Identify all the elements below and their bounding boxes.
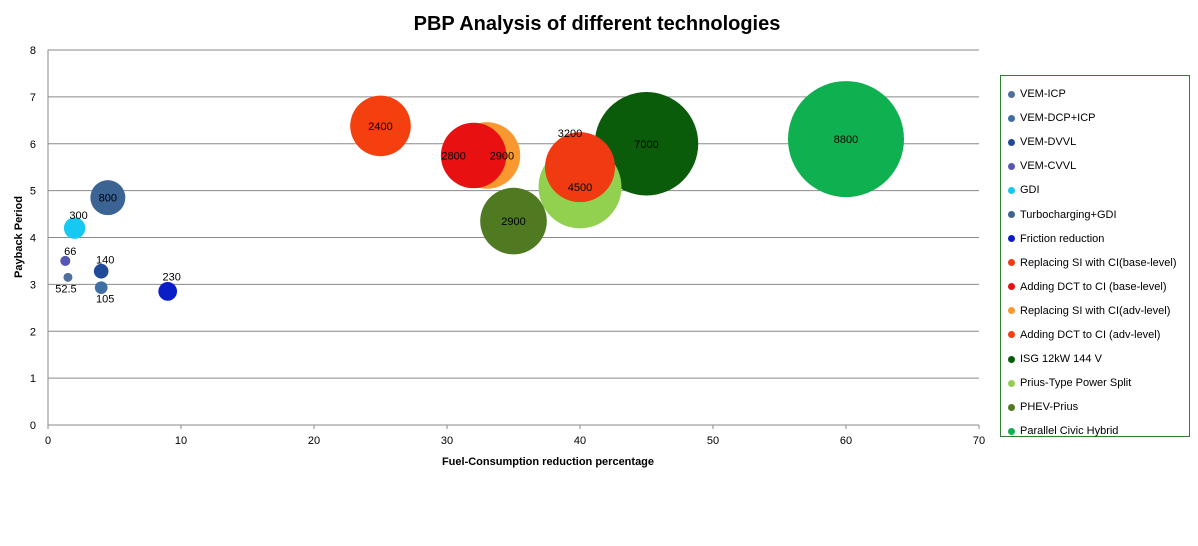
bubble-data-label: 4500: [568, 182, 592, 194]
legend-label: Prius-Type Power Split: [1020, 377, 1132, 390]
legend-marker-icon: [1008, 186, 1015, 194]
legend-marker-icon: [1008, 235, 1015, 243]
bubble-data-label: 105: [96, 294, 114, 306]
bubble-data-label: 7000: [634, 139, 658, 151]
y-tick-label: 7: [30, 92, 36, 104]
legend-item: Prius-Type Power Split: [1001, 371, 1189, 395]
legend-item: Friction reduction: [1001, 227, 1189, 251]
legend-marker-icon: [1008, 283, 1015, 291]
legend-label: ISG 12kW 144 V: [1020, 353, 1102, 366]
y-tick-label: 6: [30, 139, 36, 151]
bubble-data-label: 800: [99, 193, 117, 205]
bubble-turbocharging-gdi: [90, 180, 126, 216]
y-axis-label: Payback Period: [13, 196, 25, 278]
bubble-gdi: [63, 217, 86, 239]
bubble-data-label: 300: [69, 210, 87, 222]
legend-label: GDI: [1020, 184, 1040, 197]
bubble-vem-dcp-icp: [94, 281, 108, 294]
legend-marker-icon: [1008, 211, 1015, 219]
legend-label: Replacing SI with CI(adv-level): [1020, 304, 1171, 317]
legend-marker-icon: [1008, 307, 1015, 315]
legend-label: VEM-ICP: [1020, 88, 1066, 101]
legend-label: VEM-CVVL: [1020, 160, 1077, 173]
bubble-data-label: 52.5: [55, 283, 76, 295]
x-axis-label: Fuel-Consumption reduction percentage: [442, 456, 654, 468]
x-tick-label: 50: [707, 435, 719, 447]
legend-label: Adding DCT to CI (base-level): [1020, 280, 1167, 293]
x-tick-label: 70: [973, 435, 985, 447]
legend-marker-icon: [1008, 259, 1015, 267]
x-tick-label: 0: [45, 435, 51, 447]
bubble-data-label: 140: [96, 254, 114, 266]
y-tick-label: 0: [30, 420, 36, 432]
legend-item: GDI: [1001, 178, 1189, 202]
bubble-data-label: 8800: [834, 134, 858, 146]
legend-item: Parallel Civic Hybrid: [1001, 419, 1189, 443]
legend-label: Replacing SI with CI(base-level): [1020, 256, 1177, 269]
x-tick-label: 40: [574, 435, 586, 447]
bubble-series: [60, 81, 904, 301]
legend-item: Turbocharging+GDI: [1001, 202, 1189, 226]
legend-item: VEM-DCP+ICP: [1001, 106, 1189, 130]
bubble-data-label: 2800: [441, 150, 465, 162]
y-tick-label: 1: [30, 373, 36, 385]
legend-marker-icon: [1008, 114, 1015, 122]
legend-marker-icon: [1008, 138, 1015, 146]
bubble-labels: 52.5 105 140 66 300 800 230 3200 2800 2900 2400 700…: [55, 121, 858, 306]
chart-legend: VEM-ICP VEM-DCP+ICP VEM-DVVL VEM-CVVL GDI Tur…: [1000, 75, 1190, 437]
legend-item: VEM-DVVL: [1001, 130, 1189, 154]
x-tick-label: 60: [840, 435, 852, 447]
legend-item: VEM-CVVL: [1001, 154, 1189, 178]
bubble-data-label: 66: [64, 246, 76, 258]
legend-item: Replacing SI with CI(adv-level): [1001, 299, 1189, 323]
legend-label: Adding DCT to CI (adv-level): [1020, 328, 1161, 341]
legend-item: Adding DCT to CI (adv-level): [1001, 323, 1189, 347]
bubble-data-label: 230: [163, 271, 181, 283]
bubble-parallel-civic-hybrid: [788, 81, 904, 198]
bubble-data-label: 2900: [501, 216, 525, 228]
bubble-data-label: 2900: [490, 150, 514, 162]
y-tick-label: 2: [30, 326, 36, 338]
legend-item: VEM-ICP: [1001, 82, 1189, 106]
legend-item: ISG 12kW 144 V: [1001, 347, 1189, 371]
bubble-data-label: 2400: [368, 121, 392, 133]
legend-label: VEM-DCP+ICP: [1020, 112, 1096, 125]
legend-item: PHEV-Prius: [1001, 395, 1189, 419]
legend-item: Replacing SI with CI(base-level): [1001, 251, 1189, 275]
x-tick-label: 30: [441, 435, 453, 447]
x-tick-label: 20: [308, 435, 320, 447]
legend-label: Turbocharging+GDI: [1020, 208, 1117, 221]
y-tick-label: 8: [30, 45, 36, 57]
legend-marker-icon: [1008, 403, 1015, 411]
legend-marker-icon: [1008, 90, 1015, 98]
bubble-adding-dct-to-ci-adv-level: [350, 95, 411, 157]
legend-marker-icon: [1008, 162, 1015, 170]
y-tick-label: 5: [30, 186, 36, 198]
legend-label: Friction reduction: [1020, 232, 1105, 245]
y-tick-label: 3: [30, 279, 36, 291]
legend-label: VEM-DVVL: [1020, 136, 1077, 149]
axes: 0 1 2 3 4 5 6 7 8 0 10 20 30 40 50 60 70: [30, 45, 985, 447]
legend-marker-icon: [1008, 427, 1015, 435]
bubble-replacing-si-with-ci-base-level: [545, 132, 615, 203]
legend-marker-icon: [1008, 379, 1015, 387]
legend-label: Parallel Civic Hybrid: [1020, 425, 1119, 438]
bubble-vem-dvvl: [93, 263, 109, 279]
y-tick-label: 4: [30, 233, 36, 245]
x-tick-label: 10: [175, 435, 187, 447]
bubble-friction-reduction: [158, 282, 178, 301]
legend-label: PHEV-Prius: [1020, 401, 1079, 414]
legend-marker-icon: [1008, 331, 1015, 339]
legend-item: Adding DCT to CI (base-level): [1001, 275, 1189, 299]
bubble-isg-12kw-144-v: [594, 92, 699, 196]
chart-title: PBP Analysis of different technologies: [414, 13, 781, 35]
bubble-vem-icp: [63, 272, 73, 282]
bubble-vem-cvvl: [60, 255, 71, 266]
legend-marker-icon: [1008, 355, 1015, 363]
bubble-adding-dct-to-ci-base-level: [440, 122, 507, 189]
bubble-phev-prius: [480, 187, 547, 255]
bubble-data-label: 3200: [558, 128, 582, 140]
